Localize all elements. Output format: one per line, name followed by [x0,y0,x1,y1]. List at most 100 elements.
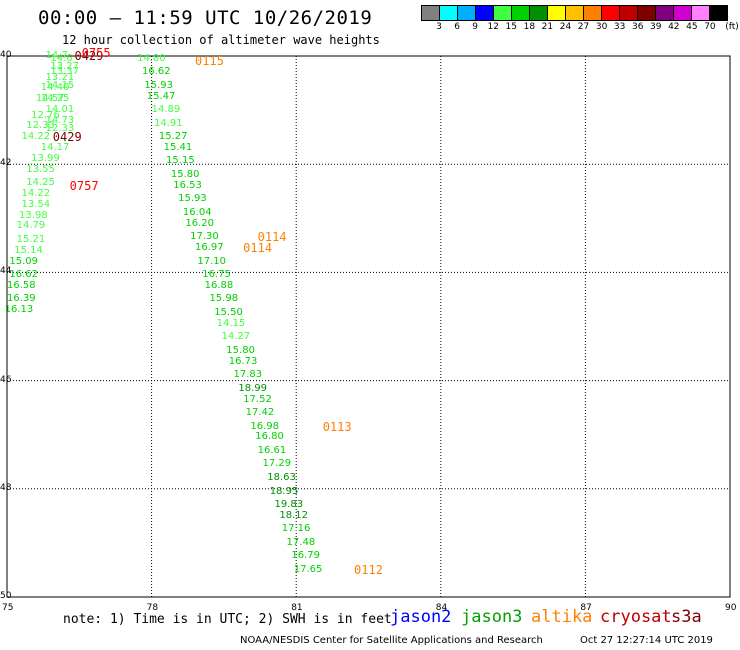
scale-swatch-13 [656,5,674,21]
scale-tick-label: (ft) [725,22,739,32]
map-title: 00:00 – 11:59 UTC 10/26/2019 [38,7,373,29]
wave-height-label: 16.62 [141,66,171,78]
wave-height-label: 19.83 [274,499,304,511]
wave-height-label: 16.97 [194,242,224,254]
scale-swatch-16 [710,5,728,21]
wave-height-label: 14.40 [40,82,70,94]
scale-swatch-9 [584,5,602,21]
pass-time-label: 0112 [354,562,383,577]
wave-height-label: 17.48 [286,536,316,548]
x-tick-label: 78 [146,603,159,613]
wave-height-label: 15.27 [158,131,188,143]
wave-height-label: 13.98 [19,209,48,221]
y-tick-label: 48 [0,482,12,493]
scale-swatch-8 [566,5,584,21]
wave-height-label: 16.20 [185,217,214,229]
wave-height-label: 17.30 [190,231,219,243]
wave-height-label: 16.13 [4,304,34,316]
y-tick-label: 50 [0,591,12,601]
wave-height-label: 16.79 [291,550,321,562]
generated-timestamp: Oct 27 12:27:14 UTC 2019 [580,635,713,646]
scale-swatch-2 [458,5,476,21]
wave-height-label: 14.80 [137,52,166,64]
scale-tick-label: 36 [631,22,644,32]
wave-height-label: 17.42 [245,407,275,419]
pass-time-label: 0114 [243,241,273,256]
wave-height-label: 16.75 [202,269,231,281]
scale-swatch-3 [476,5,494,21]
wave-height-label: 13.37 [50,66,80,78]
scale-tick-label: 21 [541,22,554,32]
scale-swatch-11 [620,5,638,21]
wave-height-label: 16.39 [7,293,36,305]
wave-height-label: 15.93 [144,79,173,91]
wave-height-label: 14.73 [45,114,75,126]
credit-line: NOAA/NESDIS Center for Satellite Applica… [240,635,543,646]
pass-time-label: 0114 [257,230,287,245]
wave-height-label: 14.25 [26,177,55,189]
wave-height-label: 14.25 [40,93,70,105]
wave-height-label: 14.27 [221,331,251,343]
scale-tick-label: 15 [505,22,518,32]
satellite-legend-cryosat: cryosat [600,607,672,627]
map-subtitle: 12 hour collection of altimeter wave hei… [62,33,380,47]
wave-height-label: 15.80 [170,169,200,181]
wave-height-label: 15.09 [9,255,39,267]
pass-time-label: 0757 [69,178,99,193]
wave-height-label: 16.53 [173,179,202,191]
x-tick-label: 87 [580,603,592,613]
scale-tick-label: 6 [454,22,460,32]
x-tick-label: 75 [2,603,14,613]
scale-tick-label: 39 [650,22,662,32]
scale-swatch-5 [512,5,530,21]
y-tick-label: 40 [0,50,12,60]
wave-height-label: 14.6 [50,52,73,64]
scale-tick-label: 24 [559,22,572,32]
wave-height-label: 14.91 [154,117,183,129]
wave-height-label: 14.22 [21,187,51,199]
x-tick-label: 84 [435,603,448,613]
wave-height-label: 12.33 [26,120,55,132]
wave-height-label: 18.63 [267,471,296,483]
wave-height-label: 17.16 [281,523,311,535]
wave-height-label: 13.54 [21,198,51,210]
wave-height-label: 13.55 [26,163,55,175]
color-scale-legend [421,5,728,21]
wave-height-label: 16.88 [204,279,234,291]
pass-time-label: 0113 [322,419,352,434]
wave-height-label: 14.15 [45,79,75,91]
wave-height-label: 14.22 [21,131,51,143]
scale-tick-label: 42 [668,22,680,32]
wave-height-label: 15.14 [14,244,43,256]
wave-height-label: 17.10 [197,255,227,267]
wave-height-label: 18.95 [269,485,299,497]
wave-height-label: 14.01 [45,104,75,116]
wave-height-label: 16.62 [9,269,39,281]
scale-swatch-4 [494,5,512,21]
satellite-legend-s3a: s3a [671,607,702,627]
wave-height-label: 13.99 [31,152,60,164]
wave-height-label: 14.15 [216,317,246,329]
wave-height-label: 15.41 [163,141,193,153]
wave-height-label: 16.04 [182,206,212,218]
scale-swatch-14 [674,5,692,21]
scale-tick-label: 3 [436,22,442,32]
x-tick-label: 90 [725,603,737,613]
x-tick-label: 81 [291,603,303,613]
pass-time-label: 0755 [81,46,111,61]
wave-height-label: 15.50 [214,306,243,318]
scale-tick-label: 12 [487,22,499,32]
wave-height-label: 16.98 [250,420,280,432]
wave-height-label: 14.89 [151,104,181,116]
wave-height-label: 14.79 [16,220,46,232]
satellite-legend-jason3: jason3 [461,607,523,627]
scale-tick-label: 70 [704,22,716,32]
scale-tick-label: 45 [686,22,698,32]
scale-tick-label: 27 [577,22,590,32]
wave-height-label: 17.65 [293,563,323,575]
wave-height-label: 16.80 [255,431,284,443]
wave-height-label: 15.15 [166,155,195,167]
scale-swatch-6 [530,5,548,21]
pass-time-label: 0115 [194,54,224,69]
